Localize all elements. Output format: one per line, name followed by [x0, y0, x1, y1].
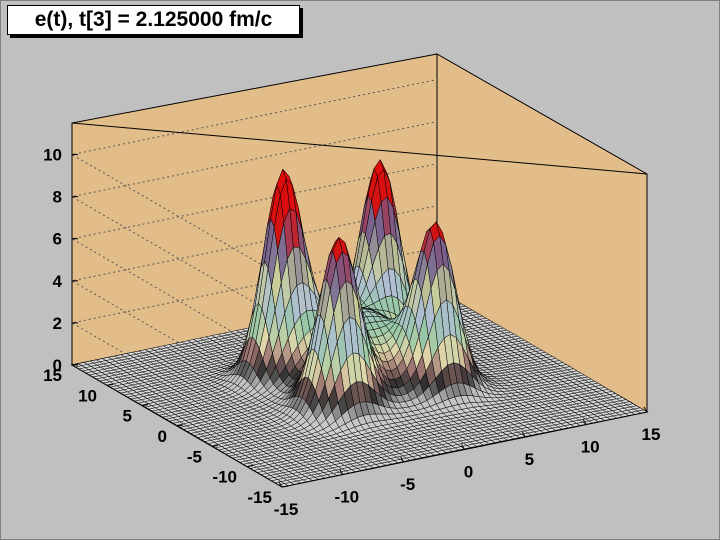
y-tick-label: 15 [43, 366, 62, 385]
x-tick-label: -5 [400, 475, 415, 494]
y-tick-label: 0 [158, 427, 167, 446]
chart-title: e(t), t[3] = 2.125000 fm/c [7, 5, 300, 35]
y-tick-label: -15 [247, 488, 272, 507]
y-tick-label: 10 [78, 386, 97, 405]
back-diagonal-line [71, 122, 648, 175]
x-tick-label: 15 [642, 425, 661, 444]
x-tick-label: -10 [335, 488, 360, 507]
z-tick-label: 8 [53, 188, 62, 207]
x-tick-label: -15 [274, 500, 299, 519]
z-tick-label: 10 [43, 146, 62, 165]
z-gridline [70, 79, 438, 277]
z-tick-label: 4 [53, 272, 63, 291]
z-tick-label: 2 [53, 314, 62, 333]
y-tick-label: -10 [212, 468, 237, 487]
z-tick-label: 6 [53, 230, 62, 249]
x-tick-label: 10 [581, 438, 600, 457]
z-gridline [70, 121, 438, 320]
y-tick-label: 5 [123, 407, 132, 426]
x-tick-label: 0 [464, 463, 473, 482]
z-gridline [70, 163, 438, 362]
x-tick-label: 5 [525, 450, 534, 469]
y-tick-label: -5 [187, 447, 202, 466]
surface-mesh [71, 158, 648, 488]
